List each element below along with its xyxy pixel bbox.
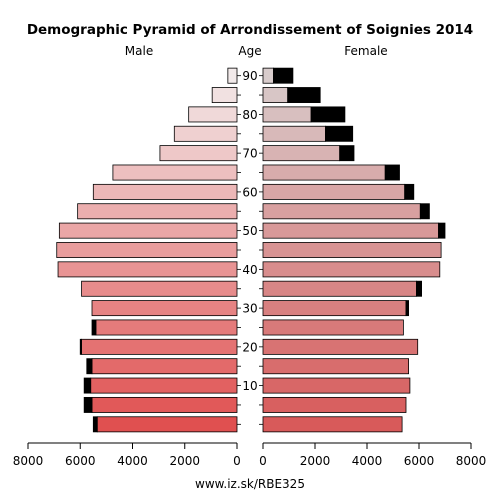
female-bar (262, 396, 407, 413)
age-tick-label: 30 (242, 302, 257, 316)
male-bar (96, 416, 238, 433)
female-x-tick-label: 6000 (404, 454, 435, 468)
female-bar (262, 87, 289, 104)
male-excess-bar (91, 319, 97, 336)
age-tick-label: 70 (242, 147, 257, 161)
age-label: Age (238, 44, 261, 58)
age-tick-label: 50 (242, 224, 257, 238)
male-bar (173, 125, 238, 142)
female-excess-bar (272, 67, 294, 84)
age-tick-label: 10 (242, 379, 257, 393)
male-excess-bar (83, 377, 92, 394)
female-excess-bar (384, 164, 400, 181)
female-bar (262, 261, 441, 278)
female-bar (262, 377, 411, 394)
female-bar (262, 203, 421, 220)
chart-title: Demographic Pyramid of Arrondissement of… (27, 22, 473, 38)
male-bar (92, 183, 238, 200)
male-x-tick-label: 4000 (117, 454, 148, 468)
male-bar (81, 338, 238, 355)
female-bar (262, 164, 386, 181)
male-bar (58, 222, 238, 239)
female-excess-bar (415, 280, 422, 297)
footer-url: www.iz.sk/RBE325 (195, 477, 305, 491)
male-x-tick-label: 0 (233, 454, 241, 468)
male-bar (211, 87, 238, 104)
male-bar (91, 300, 238, 317)
female-bar (262, 242, 442, 258)
male-bar (91, 396, 238, 413)
male-x-tick-label: 2000 (169, 454, 200, 468)
male-bar (90, 377, 238, 394)
female-excess-bar (438, 222, 446, 239)
female-bar (262, 145, 341, 162)
female-bar (262, 300, 407, 317)
male-excess-bar (92, 416, 98, 433)
female-excess-bar (419, 203, 430, 220)
female-bar (262, 358, 410, 375)
female-x-tick-label: 8000 (456, 454, 487, 468)
male-bar (57, 261, 238, 278)
age-tick-label: 40 (242, 263, 257, 277)
female-bar (262, 222, 439, 239)
female-excess-bar (339, 145, 355, 162)
female-label: Female (344, 44, 387, 58)
female-x-tick-label: 4000 (352, 454, 383, 468)
male-bar (56, 242, 238, 258)
male-x-tick-label: 8000 (13, 454, 44, 468)
female-bar (262, 338, 419, 355)
female-bar (262, 67, 274, 84)
male-bar (77, 203, 238, 220)
male-bar (112, 164, 238, 181)
female-excess-bar (324, 125, 354, 142)
male-excess-bar (86, 358, 93, 375)
male-excess-bar (83, 396, 93, 413)
male-label: Male (125, 44, 153, 58)
female-x-tick-label: 2000 (300, 454, 331, 468)
male-bar (95, 319, 238, 336)
chart-marks: 10 20 30 40 50 60 70 80 90 8000 6000 4000 2000 0 0 2000… (13, 67, 487, 468)
female-excess-bar (405, 300, 409, 317)
female-excess-bar (404, 183, 415, 200)
male-bar (188, 106, 238, 123)
female-bar (262, 280, 417, 297)
age-tick-label: 90 (242, 69, 257, 83)
female-excess-bar (310, 106, 346, 123)
female-excess-bar (287, 87, 321, 104)
female-bar (262, 416, 403, 433)
female-bar (262, 125, 326, 142)
female-x-tick-label: 0 (259, 454, 267, 468)
male-bar (227, 67, 238, 84)
female-bar (262, 106, 312, 123)
age-tick-label: 80 (242, 108, 257, 122)
female-bar (262, 183, 406, 200)
age-tick-label: 20 (242, 340, 257, 354)
male-excess-bar (79, 338, 82, 355)
female-bar (262, 319, 404, 336)
male-bar (81, 280, 238, 297)
male-x-tick-label: 6000 (65, 454, 96, 468)
age-tick-label: 60 (242, 185, 257, 199)
male-bar (159, 145, 238, 162)
male-bar (91, 358, 238, 375)
